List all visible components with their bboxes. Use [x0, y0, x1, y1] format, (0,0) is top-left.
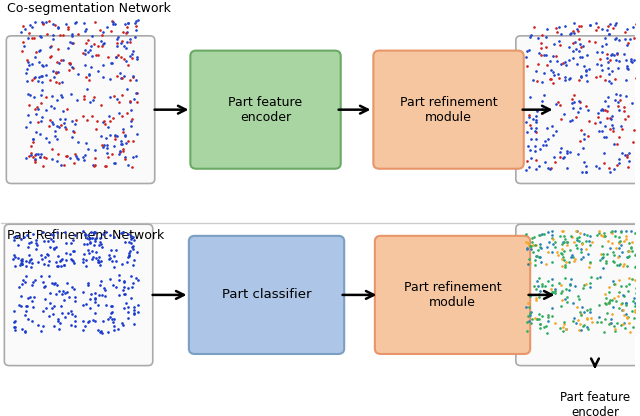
- FancyBboxPatch shape: [4, 224, 153, 366]
- Text: Part feature
encoder: Part feature encoder: [228, 96, 303, 124]
- FancyBboxPatch shape: [373, 51, 524, 169]
- Text: Part Refinement Network: Part Refinement Network: [7, 229, 164, 242]
- Text: Part refinement
module: Part refinement module: [404, 281, 501, 309]
- Text: Part classifier: Part classifier: [222, 288, 311, 302]
- FancyBboxPatch shape: [516, 224, 640, 366]
- Text: Part feature
encoder: Part feature encoder: [560, 391, 630, 416]
- Text: Co-segmentation Network: Co-segmentation Network: [7, 2, 171, 15]
- FancyBboxPatch shape: [189, 236, 344, 354]
- FancyBboxPatch shape: [190, 51, 340, 169]
- FancyBboxPatch shape: [375, 236, 530, 354]
- FancyBboxPatch shape: [516, 36, 640, 183]
- FancyBboxPatch shape: [521, 377, 640, 416]
- FancyBboxPatch shape: [6, 36, 155, 183]
- Text: Part refinement
module: Part refinement module: [400, 96, 497, 124]
